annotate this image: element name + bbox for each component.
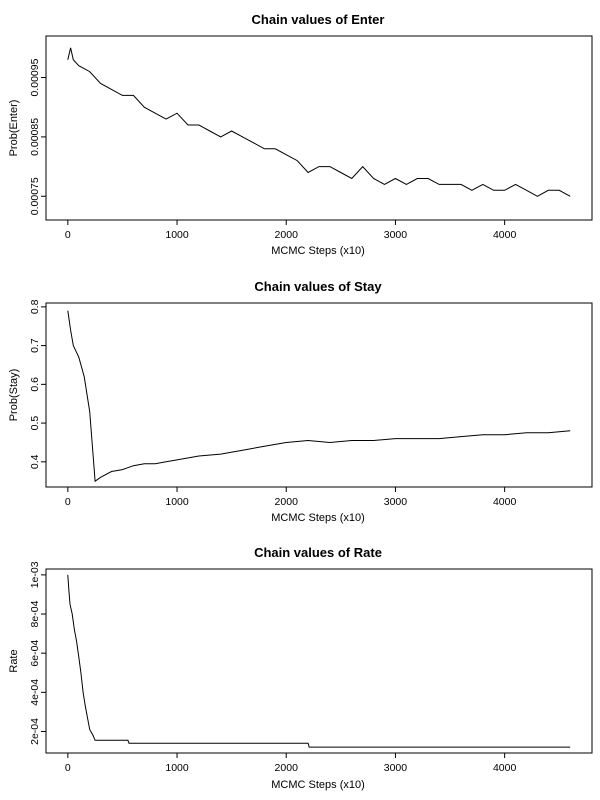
plot-frame	[45, 302, 593, 488]
x-tick-label: 1000	[165, 762, 189, 774]
x-axis-label: MCMC Steps (x10)	[271, 245, 365, 257]
x-tick-label: 4000	[493, 762, 517, 774]
y-tick-label: 0.5	[29, 416, 41, 431]
y-tick-label: 0.00085	[29, 118, 41, 156]
x-tick-label: 0	[65, 762, 71, 774]
y-tick-label: 0.00095	[29, 58, 41, 96]
y-axis-label: Prob(Enter)	[8, 100, 20, 157]
y-tick-label: 8e-04	[29, 600, 41, 627]
chart-title: Chain values of Stay	[254, 279, 382, 294]
x-tick-label: 3000	[384, 229, 408, 241]
x-axis-label: MCMC Steps (x10)	[271, 779, 365, 791]
y-tick-label: 0.8	[29, 299, 41, 314]
x-tick-label: 2000	[275, 762, 299, 774]
y-tick-label: 1e-03	[29, 561, 41, 588]
x-tick-label: 1000	[165, 496, 189, 508]
x-axis-label: MCMC Steps (x10)	[271, 512, 365, 524]
y-tick-label: 0.4	[29, 454, 41, 469]
x-tick-label: 4000	[493, 229, 517, 241]
panel-rate: Chain values of Rate 0 1000 2000 3000 4000 2…	[8, 545, 593, 791]
x-tick-label: 0	[65, 496, 71, 508]
y-tick-label: 6e-04	[29, 640, 41, 667]
y-tick-label: 2e-04	[29, 718, 41, 745]
y-tick-label: 0.7	[29, 338, 41, 353]
y-tick-label: 0.00075	[29, 177, 41, 215]
x-tick-label: 3000	[384, 762, 408, 774]
y-axis: 0.00075 0.00085 0.00095	[29, 58, 46, 215]
chart-title: Chain values of Rate	[254, 545, 382, 560]
y-axis: 2e-04 4e-04 6e-04 8e-04 1e-03	[29, 561, 46, 745]
y-axis-label: Prob(Stay)	[8, 369, 20, 422]
chart-title: Chain values of Enter	[252, 12, 385, 27]
panel-enter: Chain values of Enter 0 1000 2000 3000 4000 …	[8, 12, 593, 257]
y-tick-label: 0.6	[29, 377, 41, 392]
panel-stay: Chain values of Stay 0 1000 2000 3000 4000 0…	[8, 279, 593, 524]
x-tick-label: 2000	[275, 496, 299, 508]
series-line	[67, 574, 571, 748]
x-axis: 0 1000 2000 3000 4000	[65, 220, 517, 241]
x-tick-label: 3000	[384, 496, 408, 508]
x-tick-label: 0	[65, 229, 71, 241]
x-axis: 0 1000 2000 3000 4000	[65, 753, 517, 774]
x-tick-label: 4000	[493, 496, 517, 508]
plot-frame	[45, 568, 593, 754]
series-line	[67, 47, 571, 197]
plot-frame	[45, 35, 593, 221]
y-axis: 0.4 0.5 0.6 0.7 0.8	[29, 299, 46, 469]
x-tick-label: 1000	[165, 229, 189, 241]
y-axis-label: Rate	[8, 649, 20, 672]
x-tick-label: 2000	[275, 229, 299, 241]
x-axis: 0 1000 2000 3000 4000	[65, 487, 517, 508]
y-tick-label: 4e-04	[29, 679, 41, 706]
series-line	[67, 310, 571, 483]
